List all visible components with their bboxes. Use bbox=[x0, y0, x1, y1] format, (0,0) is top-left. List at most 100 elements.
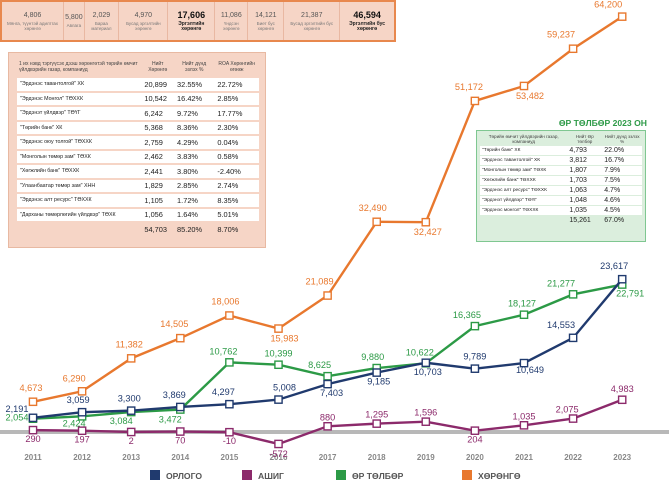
series-orlogo: 2,191 3,059 3,300 3,869 4,297 5,008 7,403 9,185… bbox=[6, 261, 628, 423]
data-label: 2 bbox=[129, 436, 134, 446]
data-point bbox=[421, 358, 431, 368]
data-point bbox=[617, 395, 627, 405]
roa-value: 2.74% bbox=[214, 179, 259, 192]
summary-cell: 17,606 Эргэлтийн хөрөнгө bbox=[167, 2, 216, 40]
total-asset: 10,542 bbox=[141, 92, 175, 105]
company-name: "Эрдэнэт үйлдвэр" ТӨҮГ bbox=[480, 196, 568, 206]
roa-value: 0.04% bbox=[214, 136, 259, 149]
summary-value: 5,800 bbox=[65, 14, 83, 21]
company-name: "Хөгжлийн банк" ТӨХХК bbox=[17, 165, 142, 178]
liability-value: 1,035 bbox=[567, 206, 603, 216]
share-percent: 1.64% bbox=[174, 208, 215, 221]
data-point bbox=[323, 422, 332, 431]
share-percent: 4.5% bbox=[602, 206, 642, 216]
roa-value: 8.35% bbox=[214, 194, 259, 207]
x-tick-label: 2020 bbox=[466, 453, 484, 462]
data-label: 1,295 bbox=[365, 410, 388, 420]
company-name: "Төрийн банк" ХК bbox=[480, 146, 568, 156]
company-name: "Төрийн банк" ХК bbox=[17, 121, 142, 134]
company-name: "Эрдэнэт үйлдвэр" ТӨҮГ bbox=[17, 107, 142, 120]
data-label: 23,617 bbox=[600, 261, 628, 271]
legend-label: АШИГ bbox=[258, 471, 284, 481]
share-percent: 22.0% bbox=[602, 146, 642, 156]
table-row: "Хөгжлийн банк" ТӨХХК 1,703 7.5% bbox=[480, 176, 642, 186]
data-label: 32,427 bbox=[414, 227, 442, 237]
company-name: "Эрдэнэс монгол" ТӨХХК bbox=[480, 206, 568, 216]
data-label: 14,505 bbox=[160, 319, 188, 329]
total-empty bbox=[480, 216, 568, 226]
data-point bbox=[28, 425, 38, 435]
summary-cell: 5,800 Авлага bbox=[63, 2, 85, 40]
series-ashig: 290 197 2 70 -10 -572 880 1,295 1,596 204 1,035 2,0… bbox=[25, 384, 633, 459]
data-label: -10 bbox=[223, 436, 236, 446]
data-label: 4,673 bbox=[20, 383, 43, 393]
table-row: "Монголын төмөр зам" ТӨХК 2,462 3.83% 0.58% bbox=[17, 150, 259, 163]
summary-label: Эргэлтийн бус хөрөнгө bbox=[349, 21, 386, 32]
data-label: 70 bbox=[175, 436, 185, 446]
data-label: 204 bbox=[467, 435, 482, 445]
data-point bbox=[470, 321, 480, 331]
data-label: 4,983 bbox=[611, 384, 634, 394]
data-label: 21,089 bbox=[306, 277, 334, 287]
top-assets-table: 1 их нэвд тэргүүсэх дээш хөрөнгөтэй төри… bbox=[17, 59, 259, 238]
data-point bbox=[126, 427, 136, 437]
data-label: 22,791 bbox=[616, 289, 644, 299]
data-label: 10,762 bbox=[209, 346, 237, 356]
data-point bbox=[274, 324, 283, 333]
data-label: 32,490 bbox=[359, 203, 387, 213]
data-point bbox=[470, 364, 480, 373]
data-label: 9,185 bbox=[367, 377, 390, 387]
share-percent: 2.85% bbox=[174, 179, 215, 192]
summary-cell: 11,086 Үндсэн хөрөнгө bbox=[214, 2, 249, 40]
legend-swatch bbox=[336, 470, 346, 480]
x-tick-label: 2021 bbox=[515, 453, 533, 462]
share-percent: 4.6% bbox=[602, 196, 642, 206]
liabilities-table: Төрийн өмчит үйлдвэрийн газар, компаниуд… bbox=[480, 133, 642, 226]
table-row: "Төрийн банк" ХК 5,368 8.36% 2.30% bbox=[17, 121, 259, 134]
company-name: "Монголын төмөр зам" ТӨХК bbox=[17, 150, 142, 163]
legend-item-orlogo: ОРЛОГО bbox=[150, 470, 202, 481]
data-label: 21,277 bbox=[547, 278, 575, 288]
summary-value: 17,606 bbox=[177, 10, 206, 20]
legend-item-khurungu: ХӨРӨНГӨ bbox=[462, 470, 521, 481]
column-header: ROA Хөрөнгийн өгөөж bbox=[218, 61, 255, 73]
share-percent: 7.5% bbox=[602, 176, 642, 186]
data-point bbox=[225, 399, 234, 409]
data-point bbox=[470, 96, 480, 106]
roa-value: 5.01% bbox=[214, 208, 259, 221]
table-row: "Эрдэнэс монгол" ТӨХХК 1,035 4.5% bbox=[480, 206, 642, 216]
data-label: 290 bbox=[25, 434, 40, 444]
data-point bbox=[568, 290, 578, 299]
table-row: "Дарханы төмөрлөгийн үйлдвэр" ТӨХК 1,056 1… bbox=[17, 208, 259, 221]
x-tick-label: 2022 bbox=[564, 453, 582, 462]
data-label: 1,596 bbox=[414, 408, 437, 418]
total-asset: 1,829 bbox=[141, 179, 175, 192]
liabilities-table-panel: Төрийн өмчит үйлдвэрийн газар, компаниуд… bbox=[476, 130, 646, 242]
table-row: "Эрдэнэт үйлдвэр" ТӨҮГ 6,242 9.72% 17.77% bbox=[17, 107, 259, 120]
share-percent: 4.7% bbox=[602, 186, 642, 196]
data-label: 14,553 bbox=[547, 320, 575, 330]
table-row: "Эрдэнэс алт ресурс" ТӨХХК 1,105 1.72% 8.35… bbox=[17, 194, 259, 207]
share-percent: 3.80% bbox=[174, 165, 215, 178]
x-tick-label: 2012 bbox=[73, 453, 91, 462]
total-asset: 54,703 bbox=[141, 223, 175, 236]
data-point bbox=[274, 439, 283, 449]
company-name: "Хөгжлийн банк" ТӨХХК bbox=[480, 176, 568, 186]
share-percent: 16.7% bbox=[602, 156, 642, 166]
column-header: Нийт дүнд эзлэх % bbox=[182, 61, 207, 73]
top-assets-table-panel: 1 их нэвд тэргүүсэх дээш хөрөнгөтэй төри… bbox=[8, 52, 266, 248]
roa-value: 22.72% bbox=[214, 78, 259, 91]
data-point bbox=[274, 395, 283, 404]
x-tick-label: 2013 bbox=[122, 453, 140, 462]
legend-swatch bbox=[462, 470, 472, 480]
x-tick-label: 2016 bbox=[270, 453, 288, 462]
table-total-row: 15,261 67.0% bbox=[480, 216, 642, 226]
total-asset: 2,441 bbox=[141, 165, 175, 178]
company-name: "Эрдэнэс тавантолгой" ХК bbox=[17, 78, 142, 91]
share-percent: 1.72% bbox=[174, 194, 215, 207]
data-point bbox=[225, 427, 234, 437]
data-point bbox=[323, 291, 332, 300]
data-point bbox=[372, 368, 382, 377]
table-row: "Монголын төмөр зам" ТӨХК 1,807 7.9% bbox=[480, 166, 642, 176]
column-header: Нийт Өр төлбөр bbox=[575, 134, 594, 145]
